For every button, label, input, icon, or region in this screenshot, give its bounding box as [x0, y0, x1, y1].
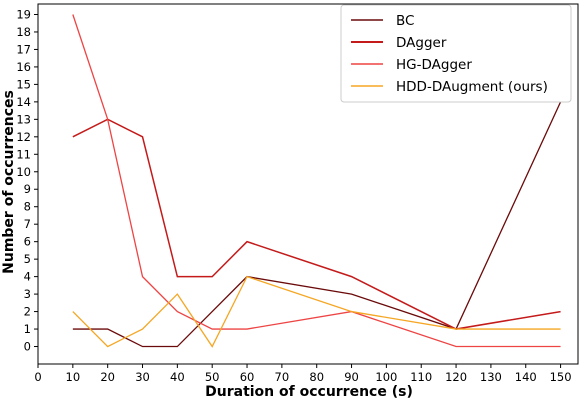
x-tick-label: 100 [375, 370, 397, 384]
y-tick-label: 15 [16, 77, 31, 91]
legend-label-2: DAgger [396, 35, 447, 51]
y-tick-label: 8 [24, 200, 31, 214]
x-tick-label: 40 [170, 370, 185, 384]
y-tick-label: 13 [16, 112, 31, 126]
series-line-3 [72, 14, 561, 348]
x-tick-label: 10 [66, 370, 81, 384]
y-tick-label: 14 [16, 95, 31, 109]
x-tick-label: 130 [480, 370, 502, 384]
y-tick-label: 0 [24, 340, 31, 354]
legend-label-4: HDD-DAugment (ours) [396, 79, 548, 95]
y-tick-label: 17 [16, 42, 31, 56]
y-tick-label: 12 [16, 130, 31, 144]
y-tick-label: 2 [24, 305, 31, 319]
y-tick-label: 1 [24, 322, 31, 336]
y-tick-label: 18 [16, 25, 31, 39]
y-tick-label: 6 [24, 235, 31, 249]
x-tick-label: 70 [275, 370, 290, 384]
x-tick-label: 110 [410, 370, 432, 384]
x-tick-label: 120 [445, 370, 467, 384]
y-tick-label: 3 [24, 287, 31, 301]
legend-box [340, 4, 572, 103]
x-tick-label: 80 [309, 370, 324, 384]
y-tick-label: 7 [24, 217, 31, 231]
y-tick-label: 19 [16, 7, 31, 21]
y-tick-label: 5 [24, 252, 31, 266]
series-line-1 [72, 101, 562, 348]
x-tick-label: 140 [515, 370, 537, 384]
axes: 0 10 20 30 40 50 60 70 80 90 100 110 120 130 140 150012… [16, 3, 579, 384]
y-tick-label: 11 [16, 147, 31, 161]
y-axis-label: Number of occurrences [1, 90, 17, 274]
y-tick-label: 16 [16, 60, 31, 74]
x-tick-label: 60 [240, 370, 255, 384]
plot-frame [37, 3, 579, 365]
y-tick-label: 4 [24, 270, 31, 284]
y-tick-label: 10 [16, 165, 31, 179]
legend-label-1: BC [396, 13, 414, 29]
x-tick-label: 50 [205, 370, 220, 384]
x-axis-label: Duration of occurrence (s) [205, 384, 413, 400]
x-tick-label: 90 [344, 370, 359, 384]
series-lines [72, 14, 562, 348]
x-tick-label: 30 [135, 370, 150, 384]
x-tick-label: 0 [34, 370, 41, 384]
legend-label-3: HG-DAgger [396, 57, 472, 73]
x-tick-label: 150 [550, 370, 572, 384]
series-line-4 [72, 275, 561, 348]
x-tick-label: 20 [100, 370, 115, 384]
legend: BC DAgger HG-DAgger HDD-DAugment (ours) [340, 4, 572, 103]
y-tick-label: 9 [24, 182, 31, 196]
series-line-2 [72, 118, 561, 330]
